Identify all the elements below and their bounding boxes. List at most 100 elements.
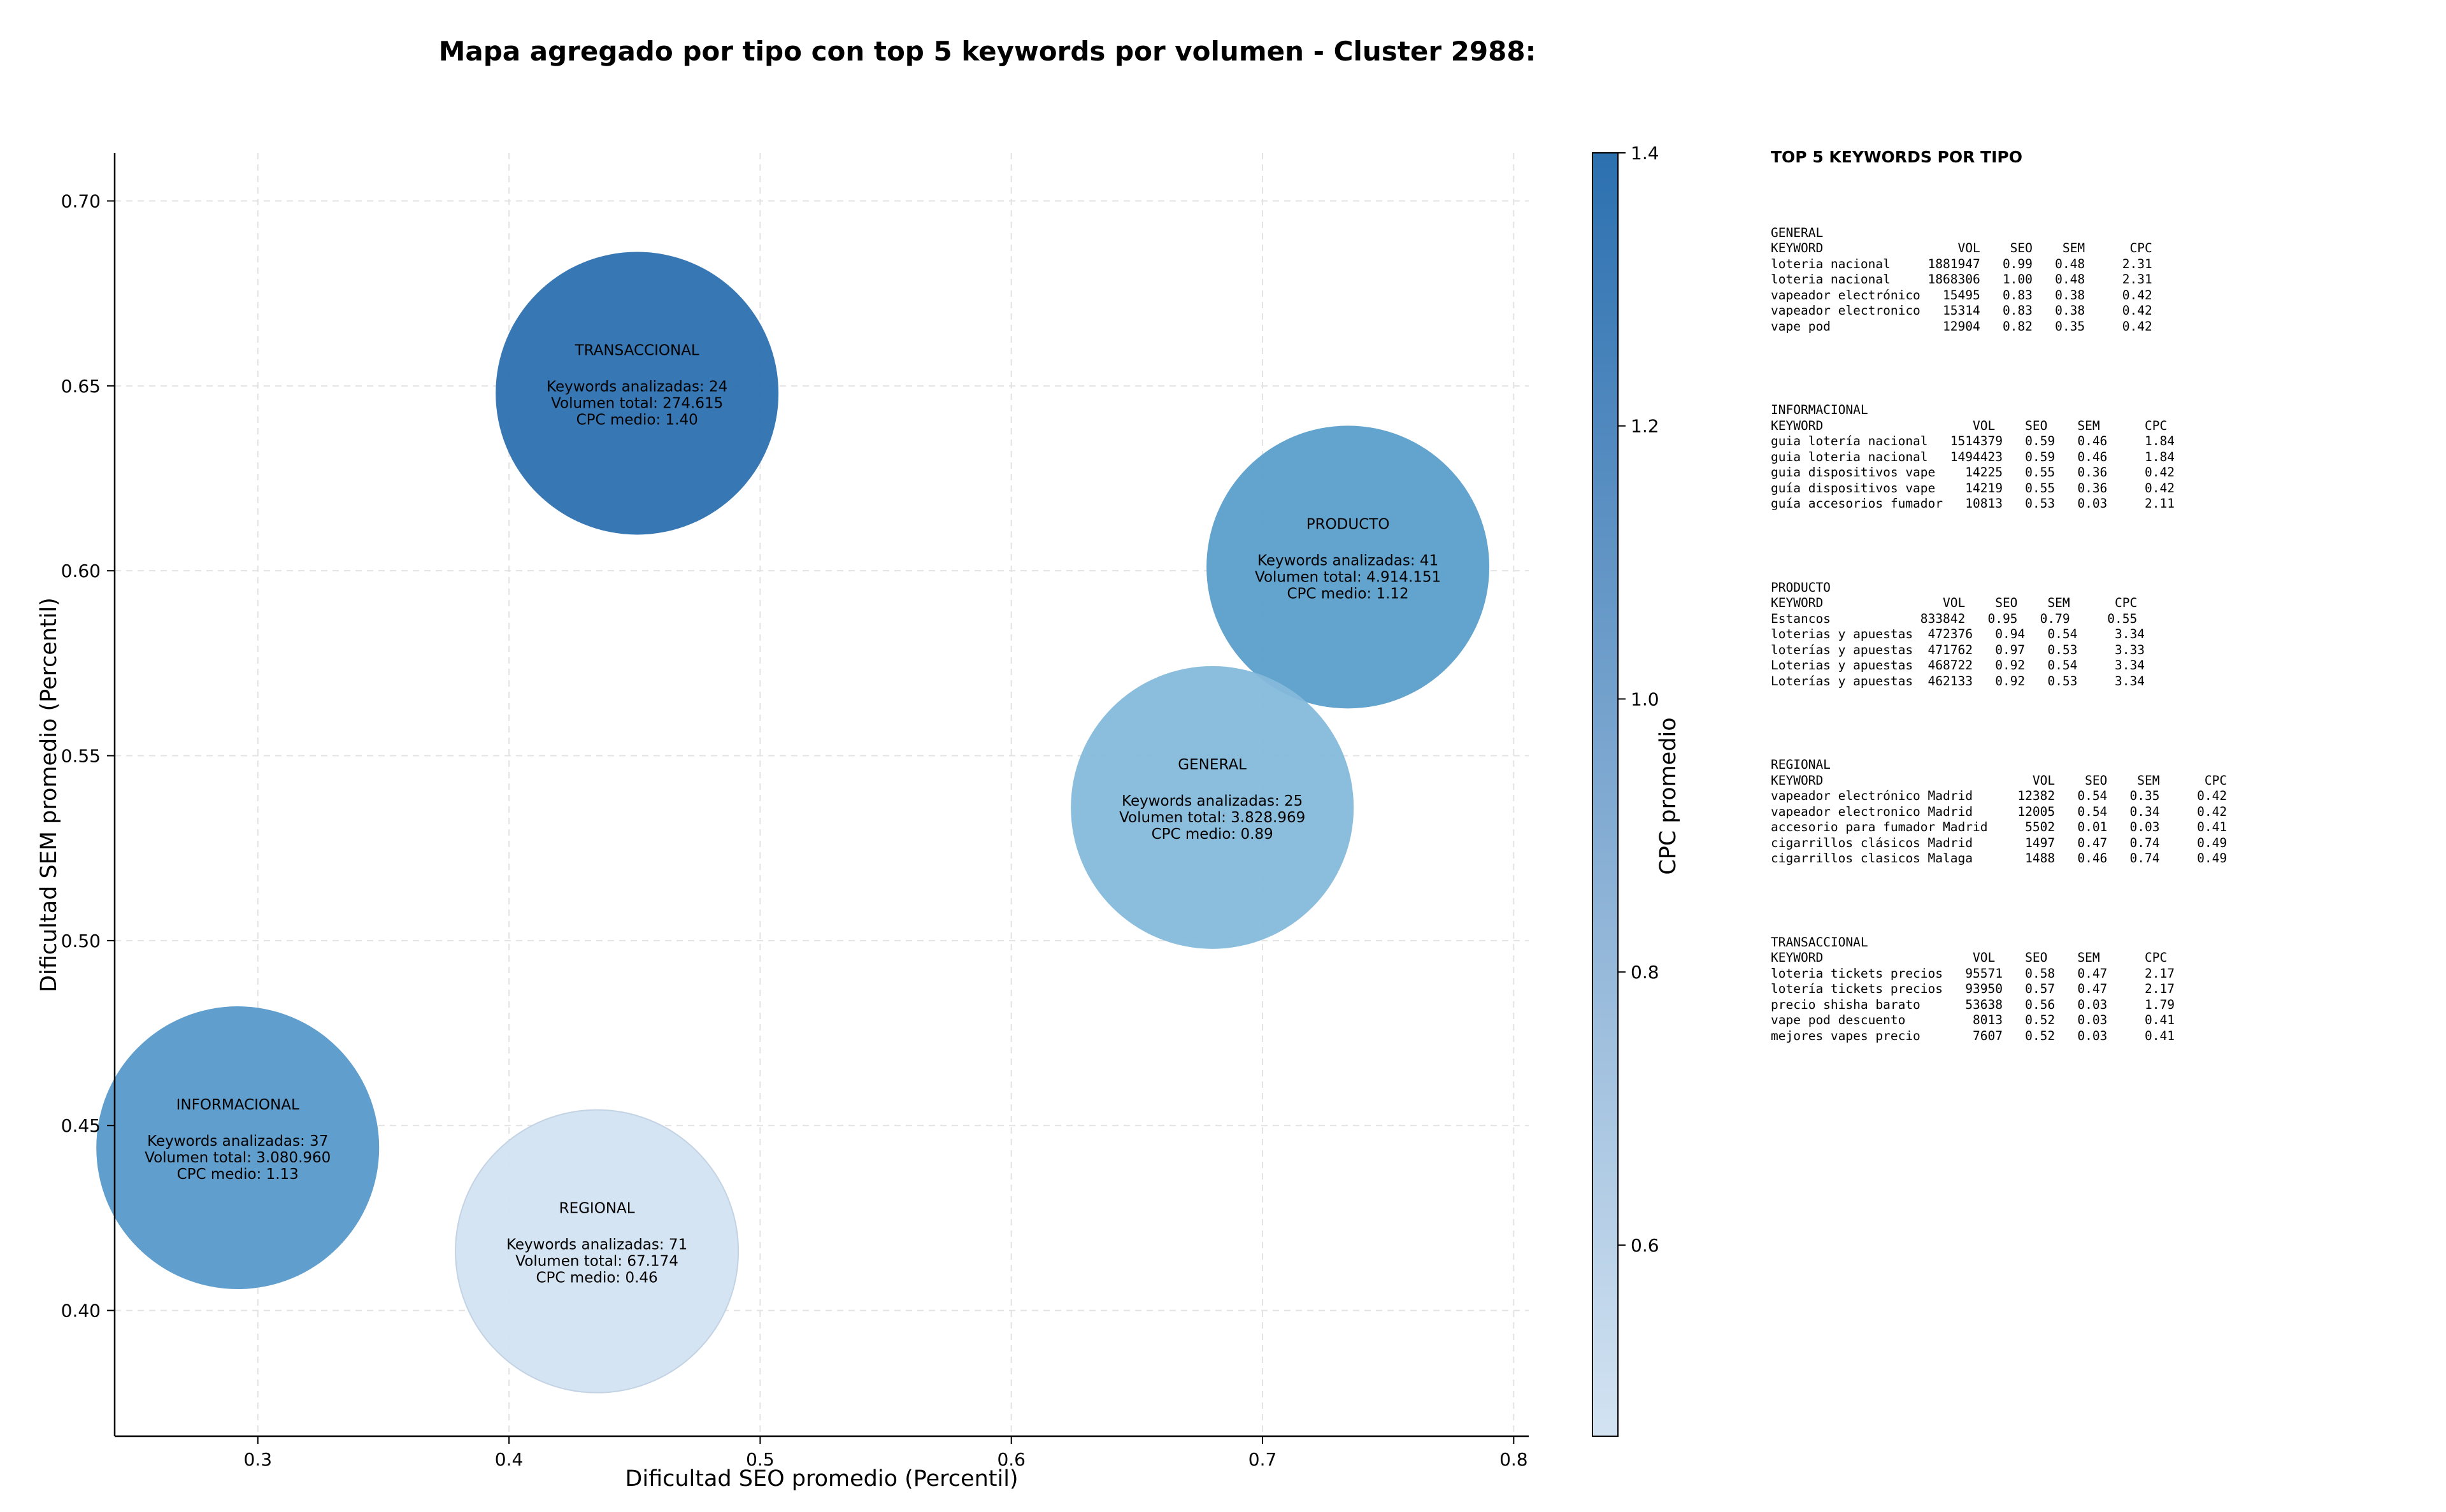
chart-title: Mapa agregado por tipo con top 5 keyword… bbox=[439, 36, 1536, 67]
bubble-circle bbox=[455, 1109, 740, 1394]
kw-table-row: accesorio para fumador Madrid 5502 0.01 … bbox=[1771, 820, 2228, 834]
bubble-volume-text: Volumen total: 67.174 bbox=[515, 1253, 678, 1270]
bubble-keywords-text: Keywords analizadas: 41 bbox=[1257, 552, 1438, 569]
kw-table-row: loteria nacional 1868306 1.00 0.48 2.31 bbox=[1771, 272, 2152, 287]
bubble-cpc-text: CPC medio: 0.89 bbox=[1152, 826, 1273, 843]
kw-table-row: guia dispositivos vape 14225 0.55 0.36 0… bbox=[1771, 465, 2175, 480]
kw-table-row: vapeador electrónico Madrid 12382 0.54 0… bbox=[1771, 788, 2228, 803]
y-tick-label: 0.50 bbox=[61, 931, 101, 952]
x-tick-label: 0.3 bbox=[243, 1449, 272, 1470]
kw-table-row: Loterías y apuestas 462133 0.92 0.53 3.3… bbox=[1771, 673, 2145, 688]
bubble-type-label: TRANSACCIONAL bbox=[575, 342, 699, 359]
kw-group-producto: PRODUCTO KEYWORD VOL SEO SEM CPC Estancos … bbox=[1771, 580, 2433, 690]
bubble-cpc-text: CPC medio: 1.13 bbox=[177, 1166, 299, 1183]
colorbar-label: CPC promedio bbox=[1656, 717, 1681, 874]
colorbar-tick-label: 1.2 bbox=[1631, 416, 1659, 437]
x-axis-label: Dificultad SEO promedio (Percentil) bbox=[625, 1466, 1018, 1492]
y-tick-label: 0.65 bbox=[61, 376, 101, 397]
kw-table-row: guia lotería nacional 1514379 0.59 0.46 … bbox=[1771, 434, 2175, 448]
x-tick-label: 0.4 bbox=[495, 1449, 524, 1470]
kw-table-row: guía dispositivos vape 14219 0.55 0.36 0… bbox=[1771, 480, 2175, 496]
kw-table-header: KEYWORD VOL SEO SEM CPC bbox=[1771, 596, 2138, 610]
bubble-informacional: INFORMACIONAL Keywords analizadas: 37Volu… bbox=[96, 1006, 380, 1290]
kw-table-row: cigarrillos clásicos Madrid 1497 0.47 0.… bbox=[1771, 835, 2228, 850]
bubble-circle bbox=[96, 1006, 380, 1290]
bubble-cpc-text: CPC medio: 0.46 bbox=[536, 1270, 657, 1287]
y-tick-label: 0.55 bbox=[61, 746, 101, 767]
kw-table-row: loterias y apuestas 472376 0.94 0.54 3.3… bbox=[1771, 627, 2145, 641]
kw-table-row: loteria nacional 1881947 0.99 0.48 2.31 bbox=[1771, 256, 2152, 271]
bubble-cpc-text: CPC medio: 1.40 bbox=[576, 411, 698, 428]
bubble-cpc-text: CPC medio: 1.12 bbox=[1287, 585, 1408, 602]
x-tick-label: 0.5 bbox=[746, 1449, 775, 1470]
kw-table-header: KEYWORD VOL SEO SEM CPC bbox=[1771, 773, 2228, 788]
y-tick-label: 0.40 bbox=[61, 1301, 101, 1322]
kw-table-header: KEYWORD VOL SEO SEM CPC bbox=[1771, 241, 2152, 255]
bubble-volume-text: Volumen total: 4.914.151 bbox=[1255, 569, 1441, 585]
kw-table-row: vapeador electronico Madrid 12005 0.54 0… bbox=[1771, 804, 2228, 819]
kw-table-row: vape pod descuento 8013 0.52 0.03 0.41 bbox=[1771, 1013, 2175, 1027]
kw-table-row: vape pod 12904 0.82 0.35 0.42 bbox=[1771, 318, 2152, 334]
bubble-transaccional: TRANSACCIONAL Keywords analizadas: 24Volu… bbox=[496, 252, 779, 535]
kw-table-row: guia loteria nacional 1494423 0.59 0.46 … bbox=[1771, 449, 2175, 464]
kw-group-title: TRANSACCIONAL bbox=[1771, 934, 1868, 950]
bubble-keywords-text: Keywords analizadas: 24 bbox=[547, 378, 727, 395]
colorbar-tick-label: 0.6 bbox=[1631, 1235, 1659, 1256]
panel-groups: GENERAL KEYWORD VOL SEO SEM CPC loteria na… bbox=[1771, 225, 2433, 1045]
bubble-circle bbox=[1071, 666, 1354, 949]
kw-group-informacional: INFORMACIONAL KEYWORD VOL SEO SEM CPC guia… bbox=[1771, 403, 2433, 512]
y-tick-label: 0.60 bbox=[61, 560, 101, 581]
bubble-keywords-text: Keywords analizadas: 25 bbox=[1122, 793, 1303, 809]
bubble-volume-text: Volumen total: 3.828.969 bbox=[1119, 809, 1305, 826]
bubble-type-label: REGIONAL bbox=[559, 1201, 635, 1217]
bubble-circle bbox=[1206, 425, 1490, 709]
kw-table-row: guía accesorios fumador 10813 0.53 0.03 … bbox=[1771, 496, 2175, 511]
keyword-panel: TOP 5 KEYWORDS POR TIPO GENERAL KEYWORD V… bbox=[1771, 148, 2433, 1112]
kw-table-row: lotería tickets precios 93950 0.57 0.47 … bbox=[1771, 981, 2175, 996]
kw-group-title: REGIONAL bbox=[1771, 757, 1831, 772]
kw-group-transaccional: TRANSACCIONAL KEYWORD VOL SEO SEM CPC lote… bbox=[1771, 935, 2433, 1045]
colorbar-scale bbox=[1592, 152, 1619, 1437]
x-tick-label: 0.8 bbox=[1499, 1449, 1528, 1470]
kw-table-row: vapeador electrónico 15495 0.83 0.38 0.4… bbox=[1771, 287, 2152, 303]
colorbar-tick-label: 0.8 bbox=[1631, 962, 1659, 983]
kw-group-general: GENERAL KEYWORD VOL SEO SEM CPC loteria na… bbox=[1771, 225, 2433, 335]
y-tick-label: 0.70 bbox=[61, 190, 101, 211]
kw-table-row: precio shisha barato 53638 0.56 0.03 1.7… bbox=[1771, 997, 2175, 1012]
bubble-volume-text: Volumen total: 3.080.960 bbox=[145, 1150, 331, 1166]
bubble-keywords-text: Keywords analizadas: 37 bbox=[147, 1133, 328, 1150]
kw-table-header: KEYWORD VOL SEO SEM CPC bbox=[1771, 418, 2168, 433]
kw-group-title: GENERAL bbox=[1771, 225, 1824, 240]
axes: 0.3 0.4 0.5 0.6 0.7 0.8 0.40 0.45 0.50 0.55 0.60 0.… bbox=[61, 153, 1529, 1470]
bubble-keywords-text: Keywords analizadas: 71 bbox=[506, 1237, 687, 1253]
bubble-type-label: PRODUCTO bbox=[1306, 516, 1390, 532]
kw-group-regional: REGIONAL KEYWORD VOL SEO SEM CPC vapeador … bbox=[1771, 757, 2433, 867]
bubble-type-label: GENERAL bbox=[1178, 757, 1247, 773]
kw-table-row: Loterias y apuestas 468722 0.92 0.54 3.3… bbox=[1771, 658, 2145, 673]
colorbar: 0.6 0.8 1.0 1.2 1.4 bbox=[1592, 143, 1659, 1437]
kw-table-header: KEYWORD VOL SEO SEM CPC bbox=[1771, 950, 2168, 965]
kw-table-row: loterías y apuestas 471762 0.97 0.53 3.3… bbox=[1771, 642, 2145, 657]
bubble-volume-text: Volumen total: 274.615 bbox=[551, 395, 723, 411]
y-tick-label: 0.45 bbox=[61, 1115, 101, 1136]
kw-table-row: vapeador electronico 15314 0.83 0.38 0.4… bbox=[1771, 303, 2152, 318]
kw-table-row: loteria tickets precios 95571 0.58 0.47 … bbox=[1771, 966, 2175, 981]
panel-title: TOP 5 KEYWORDS POR TIPO bbox=[1771, 148, 2022, 166]
y-axis-label: Dificultad SEM promedio (Percentil) bbox=[36, 597, 62, 992]
bubble-circle bbox=[496, 252, 779, 535]
colorbar-tick-label: 1.4 bbox=[1631, 143, 1659, 164]
kw-group-title: PRODUCTO bbox=[1771, 580, 1831, 595]
x-tick-label: 0.7 bbox=[1248, 1449, 1277, 1470]
kw-table-row: cigarrillos clasicos Malaga 1488 0.46 0.… bbox=[1771, 851, 2228, 866]
bubble-type-label: INFORMACIONAL bbox=[176, 1097, 299, 1113]
colorbar-tick-label: 1.0 bbox=[1631, 688, 1659, 710]
kw-table-row: Estancos 833842 0.95 0.79 0.55 bbox=[1771, 611, 2138, 626]
kw-group-title: INFORMACIONAL bbox=[1771, 403, 1868, 417]
kw-table-row: mejores vapes precio 7607 0.52 0.03 0.41 bbox=[1771, 1028, 2175, 1043]
x-tick-label: 0.6 bbox=[997, 1449, 1026, 1470]
